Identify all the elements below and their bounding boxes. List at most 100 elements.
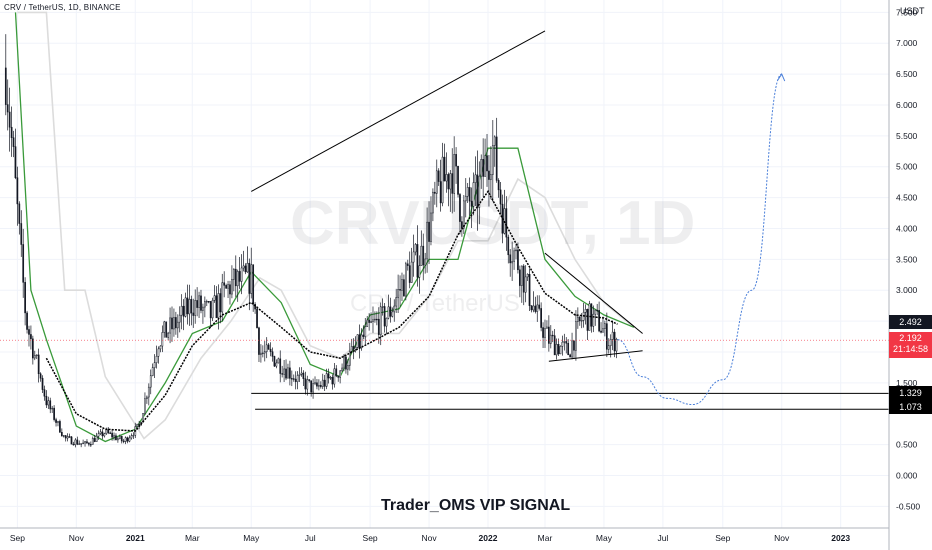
candle-body (352, 346, 355, 350)
candle-body (470, 200, 473, 207)
candle-body (221, 282, 224, 313)
candle-body (24, 282, 26, 314)
candle-body (605, 323, 608, 350)
candle-body (246, 262, 249, 273)
candle-body (586, 309, 589, 331)
candle-body (16, 177, 19, 205)
candle-body (171, 317, 173, 330)
candle-body (294, 378, 297, 382)
candle-body (78, 443, 81, 445)
candle-body (426, 221, 428, 260)
candle-body (453, 154, 456, 194)
candle-body (238, 271, 241, 282)
candle-body (345, 356, 347, 370)
candle-body (360, 334, 363, 349)
candle-body (99, 431, 102, 434)
candle-body (321, 379, 324, 387)
candle-body (439, 181, 442, 204)
symbol-header[interactable]: CRV / TetherUS, 1D, BINANCE (4, 3, 121, 12)
candle-body (149, 375, 152, 388)
candle-body (178, 314, 181, 323)
candle-body (408, 265, 411, 283)
x-tick-label: Jul (657, 533, 668, 543)
candle-body (337, 375, 340, 378)
x-axis[interactable]: Sep Nov 2021 Mar May Jul Sep Nov 2022 Mar May Jul Se… (0, 527, 889, 543)
x-tick-label: Mar (538, 533, 553, 543)
candle-body (577, 316, 579, 322)
candle-body (600, 330, 602, 333)
candle-body (430, 212, 432, 242)
watermark-symbol: CRVUSDT, 1D (290, 189, 696, 258)
chart-grid (0, 0, 889, 528)
candle-body (198, 295, 200, 308)
candle-body (416, 244, 419, 278)
x-tick-label: 2021 (126, 533, 145, 543)
candle-body (424, 258, 427, 266)
watermark-name: CRV / TetherUS (350, 290, 520, 317)
candle-body (95, 435, 98, 442)
candle-body (488, 170, 490, 180)
trendline (544, 252, 643, 334)
candle-body (393, 305, 396, 313)
candle-body (420, 245, 423, 266)
candle-body (374, 318, 376, 321)
candle-body (157, 348, 160, 357)
candle-body (472, 182, 475, 207)
candle-body (64, 435, 67, 439)
candle-body (474, 174, 477, 183)
candle-body (283, 368, 285, 375)
candle-body (484, 155, 486, 177)
candle-body (182, 305, 185, 317)
candle-body (275, 362, 278, 367)
candle-body (549, 334, 552, 344)
x-tick-label: Nov (774, 533, 790, 543)
candle-body (362, 334, 365, 337)
candle-body (491, 145, 494, 175)
candle-body (381, 306, 384, 308)
candle-body (296, 375, 299, 382)
candle-body (28, 329, 30, 335)
candle-body (567, 343, 570, 356)
candle-body (414, 244, 417, 253)
y-tick-label: 7.500 (896, 7, 918, 17)
y-tick-label: -0.500 (896, 501, 920, 511)
candle-body (356, 334, 359, 348)
candle-body (486, 155, 488, 172)
candle-body (495, 136, 498, 181)
candle-body (240, 267, 243, 282)
candle-body (290, 378, 293, 380)
candle-body (319, 385, 322, 387)
candle-body (323, 379, 326, 387)
candle-body (6, 104, 9, 113)
candle-body (242, 265, 245, 269)
candle-body (592, 313, 595, 327)
candle-body (333, 368, 336, 385)
y-tick-label: 0.500 (896, 440, 918, 450)
candle-body (33, 355, 36, 359)
candle-body (298, 374, 301, 376)
candle-body (236, 271, 239, 287)
candle-body (368, 319, 370, 323)
candle-body (457, 165, 459, 195)
candle-body (609, 339, 612, 346)
candle-body (437, 170, 440, 182)
candle-body (285, 368, 287, 379)
candle-body (256, 308, 258, 329)
candle-body (263, 351, 266, 354)
candle-body (459, 194, 461, 222)
candle-body (316, 382, 318, 387)
candle-body (41, 377, 44, 390)
candle-body (244, 265, 247, 273)
candle-body (553, 335, 556, 356)
candle-body (88, 442, 90, 445)
candle-body (493, 136, 496, 146)
candle-body (310, 380, 312, 393)
candle-body (584, 309, 587, 313)
x-tick-label: Jul (305, 533, 316, 543)
candle-body (314, 382, 316, 384)
candle-body (397, 289, 399, 298)
candle-body (163, 321, 166, 333)
candle-body (261, 352, 264, 355)
